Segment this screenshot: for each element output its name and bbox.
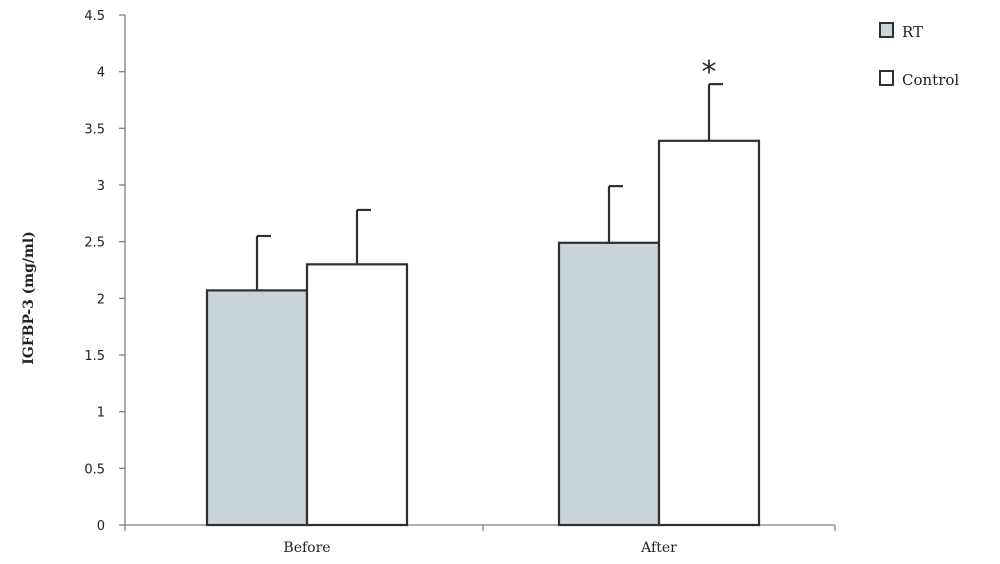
y-tick-label: 1 — [97, 406, 105, 421]
bar-rt-after — [557, 241, 661, 527]
y-tick-label: 0.5 — [84, 462, 105, 477]
legend-swatch-rt — [879, 22, 894, 38]
y-tick-label: 1.5 — [84, 349, 105, 364]
y-tick-label: 4.5 — [84, 9, 105, 24]
x-axis: Before After — [124, 524, 836, 556]
bar-rt-before — [205, 289, 309, 527]
annotations: * — [702, 55, 717, 90]
y-tick-label: 3 — [97, 179, 105, 194]
y-axis-label: IGFBP-3 (mg/ml) — [21, 231, 37, 365]
legend-label-rt: RT — [902, 23, 923, 41]
error-bars — [255, 83, 723, 291]
y-tick-label: 2.5 — [84, 236, 105, 251]
y-tick-label: 2 — [97, 292, 105, 307]
bars — [205, 139, 761, 527]
x-category-label: After — [640, 540, 677, 556]
bar-control-after — [657, 139, 761, 527]
significance-marker: * — [702, 55, 717, 90]
y-axis: 0 0.5 1 1.5 2 2.5 3 3.5 4 4.5 — [84, 9, 126, 534]
y-tick-label: 3.5 — [84, 122, 105, 137]
y-tick-label: 4 — [97, 66, 105, 81]
y-tick-label: 0 — [97, 519, 105, 534]
legend-swatch-control — [879, 70, 894, 86]
bar-control-before — [305, 263, 409, 527]
legend-label-control: Control — [902, 71, 959, 89]
x-category-label: Before — [283, 540, 330, 556]
legend: RT Control — [879, 22, 959, 89]
